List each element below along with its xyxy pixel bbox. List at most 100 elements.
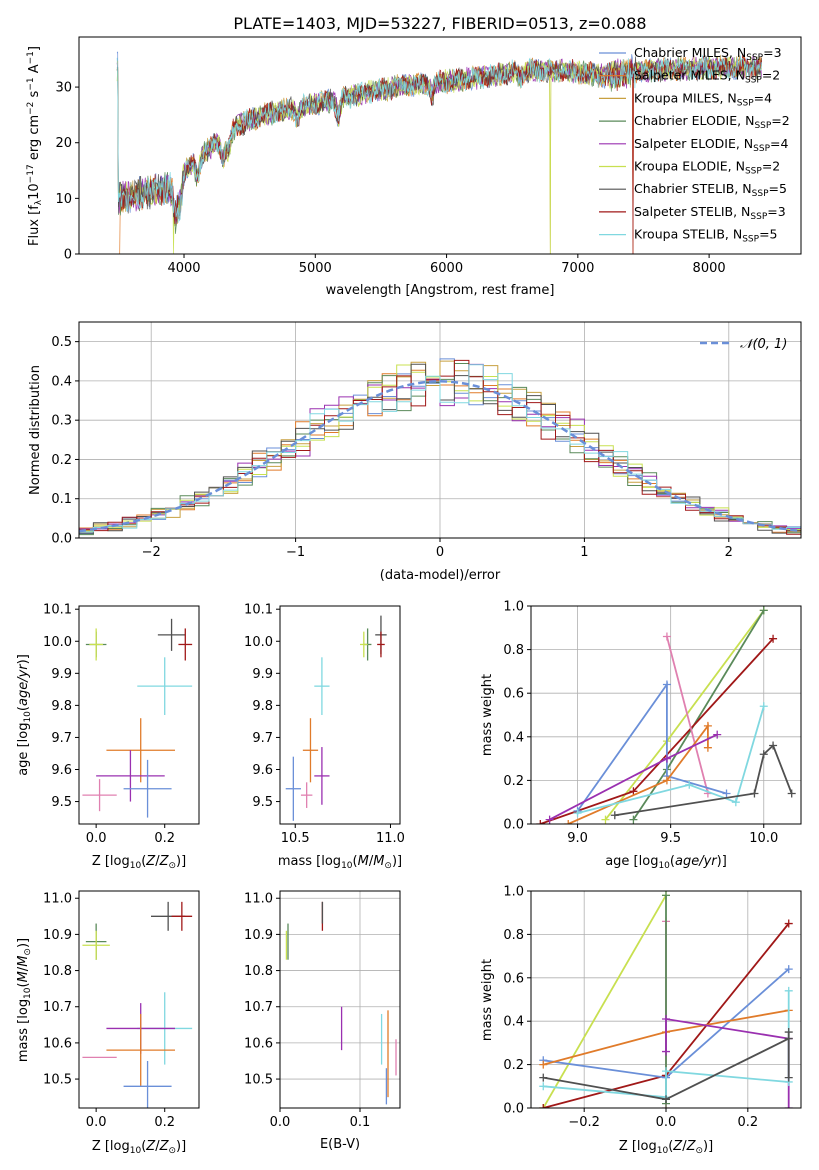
y-tick-label: 10.7 bbox=[244, 1000, 273, 1015]
y-tick-label: 10.8 bbox=[244, 964, 273, 979]
x-tick-label: 6000 bbox=[430, 261, 463, 276]
error-bar-point-8 bbox=[82, 779, 117, 812]
y-tick-label: 10.9 bbox=[43, 928, 72, 943]
error-bar-point-4 bbox=[314, 657, 330, 715]
weight-marker bbox=[769, 741, 778, 750]
y-tick-label: 0.2 bbox=[503, 1058, 524, 1073]
axes-frame bbox=[530, 605, 802, 825]
plot-area bbox=[539, 891, 793, 1108]
y-tick-label: 9.6 bbox=[51, 763, 72, 778]
y-tick-label: 1.0 bbox=[503, 885, 524, 900]
weight-marker bbox=[662, 754, 671, 763]
weight-marker bbox=[759, 606, 768, 615]
error-bar-point-3 bbox=[178, 628, 193, 661]
weight-marker bbox=[759, 702, 768, 711]
y-tick-label: 10.7 bbox=[43, 1000, 72, 1015]
histogram-panel: −2 −1 0 1 2 0.0 0.1 0.2 0.3 0.4 0.5 (data-model)/e… bbox=[28, 321, 802, 583]
x-tick-label: 9.5 bbox=[660, 831, 681, 846]
weight-marker bbox=[784, 965, 793, 974]
weight-vs-Z-panel: −0.2 0.0 0.2 0.0 0.2 0.4 0.6 0.8 1.0 Z [log10(Z/… bbox=[480, 885, 802, 1156]
y-tick-label: 10.0 bbox=[244, 635, 273, 650]
weight-marker bbox=[539, 1104, 548, 1108]
weight-marker bbox=[662, 632, 671, 641]
weight-marker bbox=[703, 721, 712, 730]
y-tick-label: 10.1 bbox=[43, 603, 72, 618]
legend-label-1: Salpeter MILES, NSSP=2 bbox=[634, 68, 780, 86]
x-tick-label: 0.2 bbox=[154, 1115, 175, 1130]
spectrum-ylabel: Flux [fλ10−17 erg cm−2 s−1 A−1] bbox=[26, 46, 44, 246]
x-tick-label: 10.0 bbox=[749, 831, 778, 846]
weight-marker bbox=[662, 1095, 670, 1104]
weight-marker bbox=[759, 750, 768, 759]
age-vs-mass-xlabel: mass [log10(M/M⊙)] bbox=[278, 854, 402, 871]
age-vs-Z-xlabel: Z [log10(Z/Z⊙)] bbox=[92, 854, 186, 871]
weight-marker bbox=[731, 798, 740, 807]
weight-marker bbox=[662, 1067, 670, 1076]
weight-series-6 bbox=[549, 733, 718, 821]
legend-label-4: Salpeter ELODIE, NSSP=4 bbox=[634, 136, 789, 154]
mass-vs-Z-ylabel: mass [log10(M/M⊙)] bbox=[16, 938, 33, 1062]
plot-area bbox=[116, 51, 762, 254]
error-bar-point-5 bbox=[302, 718, 319, 783]
y-tick-label: 0.2 bbox=[503, 774, 524, 789]
error-bar-point-6 bbox=[96, 750, 165, 802]
x-tick-label: −2 bbox=[142, 545, 161, 560]
error-bar-point-3 bbox=[171, 901, 193, 931]
error-bar-point-3 bbox=[377, 631, 385, 658]
histogram-series-8 bbox=[79, 364, 801, 538]
weight-series-0 bbox=[542, 894, 667, 1108]
x-tick-label: 11.0 bbox=[376, 831, 405, 846]
y-tick-label: 11.0 bbox=[43, 892, 72, 907]
weight-marker bbox=[545, 815, 554, 824]
y-tick-label: 9.5 bbox=[252, 795, 273, 810]
weight-series-7 bbox=[577, 706, 765, 814]
y-tick-label: 10.9 bbox=[244, 928, 273, 943]
axes-frame bbox=[78, 605, 200, 825]
x-tick-label: 10.5 bbox=[281, 831, 310, 846]
spectrum-legend: Chabrier MILES, NSSP=3 Salpeter MILES, NS… bbox=[599, 45, 790, 245]
weight-marker bbox=[769, 634, 778, 643]
weight-marker bbox=[629, 815, 638, 824]
x-tick-label: 0 bbox=[436, 545, 444, 560]
x-tick-label: 2 bbox=[725, 545, 733, 560]
y-tick-label: 10.6 bbox=[244, 1036, 273, 1051]
error-bar-point-1 bbox=[82, 930, 110, 960]
y-tick-label: 9.9 bbox=[252, 667, 273, 682]
y-tick-label: 1.0 bbox=[503, 600, 524, 615]
error-bar-point-1 bbox=[89, 628, 103, 661]
age-vs-mass-panel: 10.5 11.0 9.5 9.6 9.7 9.8 9.9 10.0 10.1 mass [lo… bbox=[244, 603, 405, 871]
x-tick-label: 1 bbox=[580, 545, 588, 560]
x-tick-label: 9.0 bbox=[567, 831, 588, 846]
axes-frame bbox=[279, 605, 401, 825]
y-tick-label: 9.6 bbox=[252, 763, 273, 778]
weight-marker bbox=[536, 820, 545, 824]
weight-marker bbox=[610, 811, 619, 820]
y-tick-label: 9.7 bbox=[51, 731, 72, 746]
weight-marker bbox=[784, 986, 793, 995]
mass-vs-Z-xlabel: Z [log10(Z/Z⊙)] bbox=[92, 1139, 186, 1156]
age-vs-Z-ylabel: age [log10(age/yr)] bbox=[16, 654, 33, 776]
y-tick-label: 9.8 bbox=[252, 699, 273, 714]
weight-marker bbox=[784, 1073, 793, 1082]
y-tick-label: 10.0 bbox=[43, 635, 72, 650]
y-tick-label: 0.0 bbox=[51, 532, 72, 547]
legend-label-3: Chabrier ELODIE, NSSP=2 bbox=[634, 113, 790, 131]
error-bar-point-8 bbox=[300, 782, 313, 808]
y-tick-label: 0.4 bbox=[51, 374, 72, 389]
y-tick-label: 9.5 bbox=[51, 795, 72, 810]
mass-vs-ebv-xlabel: E(B-V) bbox=[320, 1137, 360, 1152]
y-tick-label: 9.8 bbox=[51, 699, 72, 714]
weight-marker bbox=[573, 809, 582, 818]
y-tick-label: 0.8 bbox=[503, 643, 524, 658]
axes-frame bbox=[78, 36, 802, 255]
x-tick-label: 0.1 bbox=[350, 1115, 371, 1130]
weight-marker bbox=[703, 743, 712, 752]
plot-area bbox=[285, 615, 387, 821]
weight-marker bbox=[601, 815, 610, 824]
x-tick-label: 0.0 bbox=[270, 1115, 291, 1130]
weight-marker bbox=[564, 820, 573, 824]
weight-vs-age-xlabel: age [log10(age/yr)] bbox=[605, 854, 727, 871]
weight-vs-age-panel: 9.0 9.5 10.0 0.0 0.2 0.4 0.6 0.8 1.0 age [log10(… bbox=[480, 600, 802, 871]
spectrum-xlabel: wavelength [Angstrom, rest frame] bbox=[326, 283, 555, 298]
